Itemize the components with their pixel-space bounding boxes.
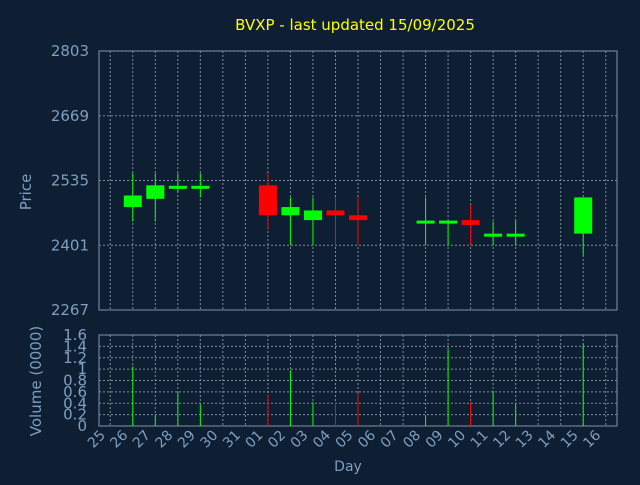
x-axis-label: Day bbox=[334, 459, 362, 475]
candle-body bbox=[416, 220, 435, 224]
x-axis-ticks: 2526272829303101020304050607080910111213… bbox=[85, 427, 604, 451]
candle-body bbox=[574, 197, 593, 234]
volume-tick-label: 1.6 bbox=[63, 326, 87, 344]
candle-body bbox=[191, 185, 210, 189]
volume-tick-label: 1.2 bbox=[63, 349, 87, 367]
chart-title: BVXP - last updated 15/09/2025 bbox=[235, 16, 475, 34]
candle-body bbox=[439, 220, 458, 224]
candle-body bbox=[484, 233, 503, 237]
price-tick-label: 2669 bbox=[51, 107, 89, 125]
price-tick-label: 2267 bbox=[51, 301, 89, 319]
candle-body bbox=[146, 185, 165, 199]
candle-body bbox=[303, 210, 322, 221]
volume-tick-label: 0.6 bbox=[63, 383, 87, 401]
candle-body bbox=[258, 185, 277, 216]
volume-tick-label: 0 bbox=[77, 417, 87, 435]
candle-body bbox=[506, 233, 525, 237]
candle-body bbox=[349, 215, 367, 221]
volume-axis-label: Volume (0000) bbox=[27, 326, 45, 436]
candle-body bbox=[281, 207, 300, 216]
volume-tick-label: 1 bbox=[77, 360, 87, 378]
volume-tick-label: 1.4 bbox=[63, 337, 87, 355]
candle-body bbox=[461, 220, 480, 225]
price-tick-label: 2401 bbox=[51, 236, 89, 254]
candle-body bbox=[168, 185, 187, 189]
volume-panel: 1.61.41.210.80.60.40.20 bbox=[63, 326, 618, 435]
price-tick-label: 2803 bbox=[51, 42, 89, 60]
volume-tick-label: 0.4 bbox=[63, 394, 87, 412]
price-axis-label: Price bbox=[17, 174, 35, 211]
volume-tick-label: 0.2 bbox=[63, 406, 87, 424]
candle-body bbox=[326, 210, 345, 216]
price-panel: 2803 2669 2535 2401 2267 bbox=[51, 42, 618, 319]
volume-tick-label: 0.8 bbox=[63, 372, 87, 390]
price-tick-label: 2535 bbox=[51, 172, 89, 190]
candle-body bbox=[123, 195, 142, 208]
